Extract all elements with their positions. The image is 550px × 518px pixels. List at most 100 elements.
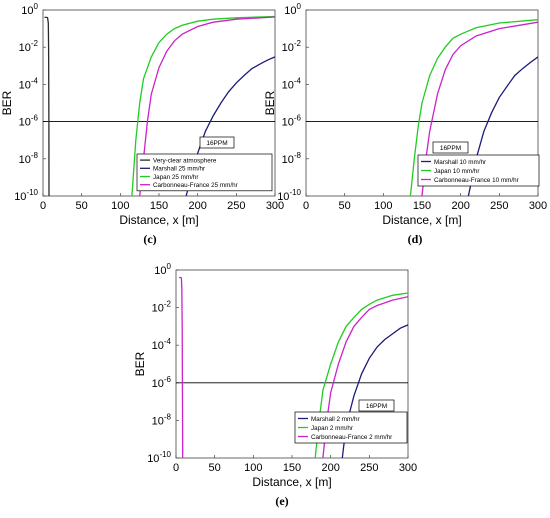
x-axis-label: Distance, x [m] <box>382 213 461 227</box>
x-tick-label: 150 <box>283 462 301 474</box>
y-tick-exponent: 0 <box>167 262 172 271</box>
y-tick-label: 10-10 <box>147 450 171 465</box>
y-tick-label: 10-8 <box>19 151 39 166</box>
x-tick-label: 0 <box>173 462 179 474</box>
series-line <box>179 276 184 458</box>
x-tick-label: 100 <box>244 462 262 474</box>
y-tick-base: 10 <box>19 79 31 91</box>
legend-label: Japan 2 mm/hr <box>311 425 353 432</box>
y-tick-label: 10-10 <box>14 188 38 203</box>
x-axis-label: Distance, x [m] <box>252 475 331 489</box>
y-tick-base: 10 <box>152 415 164 427</box>
annotation-label: 16PPM <box>366 403 387 410</box>
legend-label: Marshall 2 mm/hr <box>311 416 360 423</box>
y-tick-base: 10 <box>282 42 294 54</box>
series-line <box>185 56 275 196</box>
y-tick-label: 10-10 <box>277 188 301 203</box>
x-tick-label: 150 <box>150 200 168 212</box>
y-tick-exponent: -8 <box>164 412 172 421</box>
x-tick-label: 50 <box>76 200 88 212</box>
series-line <box>131 15 275 196</box>
x-tick-label: 50 <box>339 200 351 212</box>
x-tick-label: 50 <box>209 462 221 474</box>
y-tick-exponent: -10 <box>26 188 38 197</box>
legend-label: Carbonneau-France 10 mm/hr <box>434 177 519 184</box>
y-tick-base: 10 <box>154 265 166 277</box>
series-line <box>409 19 538 196</box>
y-tick-base: 10 <box>147 453 159 465</box>
y-tick-label: 10-2 <box>282 39 302 54</box>
x-tick-label: 250 <box>227 200 245 212</box>
series-line <box>322 296 408 458</box>
y-tick-label: 10-6 <box>152 375 172 390</box>
y-tick-base: 10 <box>152 340 164 352</box>
legend-label: Carbonneau-France 2 mm/hr <box>311 434 392 441</box>
panel-caption: (d) <box>408 232 423 246</box>
y-tick-base: 10 <box>282 154 294 166</box>
y-tick-base: 10 <box>19 154 31 166</box>
series-line <box>44 16 50 196</box>
x-tick-label: 0 <box>303 200 309 212</box>
legend-label: Very-clear atmosphere <box>153 157 217 164</box>
panel-caption: (c) <box>143 232 156 246</box>
y-tick-exponent: -4 <box>164 337 172 346</box>
y-tick-exponent: 0 <box>297 2 302 11</box>
y-tick-label: 100 <box>154 262 171 277</box>
legend-label: Japan 25 mm/hr <box>153 174 199 181</box>
y-tick-exponent: 0 <box>34 2 39 11</box>
annotation-box <box>358 399 395 412</box>
y-tick-label: 10-6 <box>19 114 39 129</box>
y-tick-exponent: -4 <box>31 76 39 85</box>
x-tick-label: 150 <box>413 200 431 212</box>
y-axis-label: BER <box>0 90 14 115</box>
y-tick-exponent: -4 <box>294 76 302 85</box>
series-line <box>421 21 538 196</box>
x-tick-label: 250 <box>490 200 508 212</box>
chart-panel: 0 50 100 150 200 250 30010010-210-410-610-810-… <box>0 2 284 246</box>
y-axis-label: BER <box>133 351 147 376</box>
y-tick-label: 10-4 <box>152 337 172 352</box>
chart-panel: 0 50 100 150 200 250 30010010-210-410-610-810-… <box>263 2 547 246</box>
y-tick-base: 10 <box>277 191 289 203</box>
y-tick-exponent: -2 <box>164 300 172 309</box>
y-tick-base: 10 <box>19 42 31 54</box>
x-tick-label: 200 <box>451 200 469 212</box>
annotation-label: 16PPM <box>440 145 461 152</box>
y-tick-exponent: -8 <box>294 151 302 160</box>
legend-label: Marshall 25 mm/hr <box>153 166 205 173</box>
annotation-label: 16PPM <box>206 140 227 147</box>
legend-label: Carbonneau-France 25 mm/hr <box>153 182 238 189</box>
series-line <box>341 324 408 458</box>
annotation-box <box>432 141 469 154</box>
annotation-box <box>199 136 235 149</box>
y-tick-base: 10 <box>152 378 164 390</box>
y-tick-exponent: -2 <box>294 39 302 48</box>
y-tick-base: 10 <box>19 117 31 129</box>
chart-panel: 0 50 100 150 200 250 30010010-210-410-610-810-… <box>133 262 417 508</box>
x-tick-label: 200 <box>321 462 339 474</box>
series-line <box>467 56 538 196</box>
x-tick-label: 300 <box>529 200 547 212</box>
x-tick-label: 100 <box>374 200 392 212</box>
y-tick-exponent: -6 <box>31 114 39 123</box>
y-tick-label: 10-8 <box>282 151 302 166</box>
y-tick-label: 10-8 <box>152 412 172 427</box>
y-axis-label: BER <box>263 90 277 115</box>
y-tick-exponent: -6 <box>164 375 172 384</box>
y-tick-base: 10 <box>152 303 164 315</box>
y-tick-label: 10-2 <box>19 39 39 54</box>
x-tick-label: 300 <box>399 462 417 474</box>
y-tick-exponent: -6 <box>294 114 302 123</box>
y-tick-base: 10 <box>284 5 296 17</box>
series-line <box>139 16 275 196</box>
y-tick-exponent: -10 <box>159 450 171 459</box>
y-tick-exponent: -8 <box>31 151 39 160</box>
legend-label: Japan 10 mm/hr <box>434 168 480 175</box>
y-tick-exponent: -10 <box>289 188 301 197</box>
y-tick-base: 10 <box>282 79 294 91</box>
y-tick-exponent: -2 <box>31 39 39 48</box>
y-tick-label: 100 <box>21 2 38 17</box>
x-tick-label: 250 <box>360 462 378 474</box>
y-tick-base: 10 <box>21 5 33 17</box>
